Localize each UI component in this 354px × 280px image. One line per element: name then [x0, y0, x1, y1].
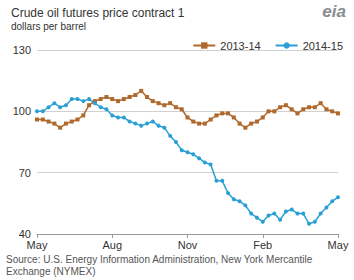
svg-text:Nov: Nov [178, 239, 198, 251]
svg-text:eia: eia [322, 2, 346, 21]
svg-text:Source: U.S. Energy Informatio: Source: U.S. Energy Information Administ… [6, 254, 315, 265]
svg-text:Exchange (NYMEX): Exchange (NYMEX) [6, 266, 95, 277]
svg-text:May: May [27, 239, 48, 251]
svg-text:2013-14: 2013-14 [220, 40, 260, 52]
svg-text:70: 70 [19, 167, 31, 179]
svg-text:40: 40 [18, 228, 31, 240]
svg-text:Crude oil futures price contra: Crude oil futures price contract 1 [11, 6, 185, 20]
svg-text:100: 100 [13, 105, 31, 117]
svg-text:dollars per barrel: dollars per barrel [11, 21, 86, 32]
svg-text:Aug: Aug [102, 239, 122, 251]
svg-text:May: May [328, 239, 349, 251]
svg-text:Feb: Feb [253, 239, 272, 251]
svg-text:130: 130 [13, 44, 31, 56]
svg-text:2014-15: 2014-15 [303, 40, 343, 52]
